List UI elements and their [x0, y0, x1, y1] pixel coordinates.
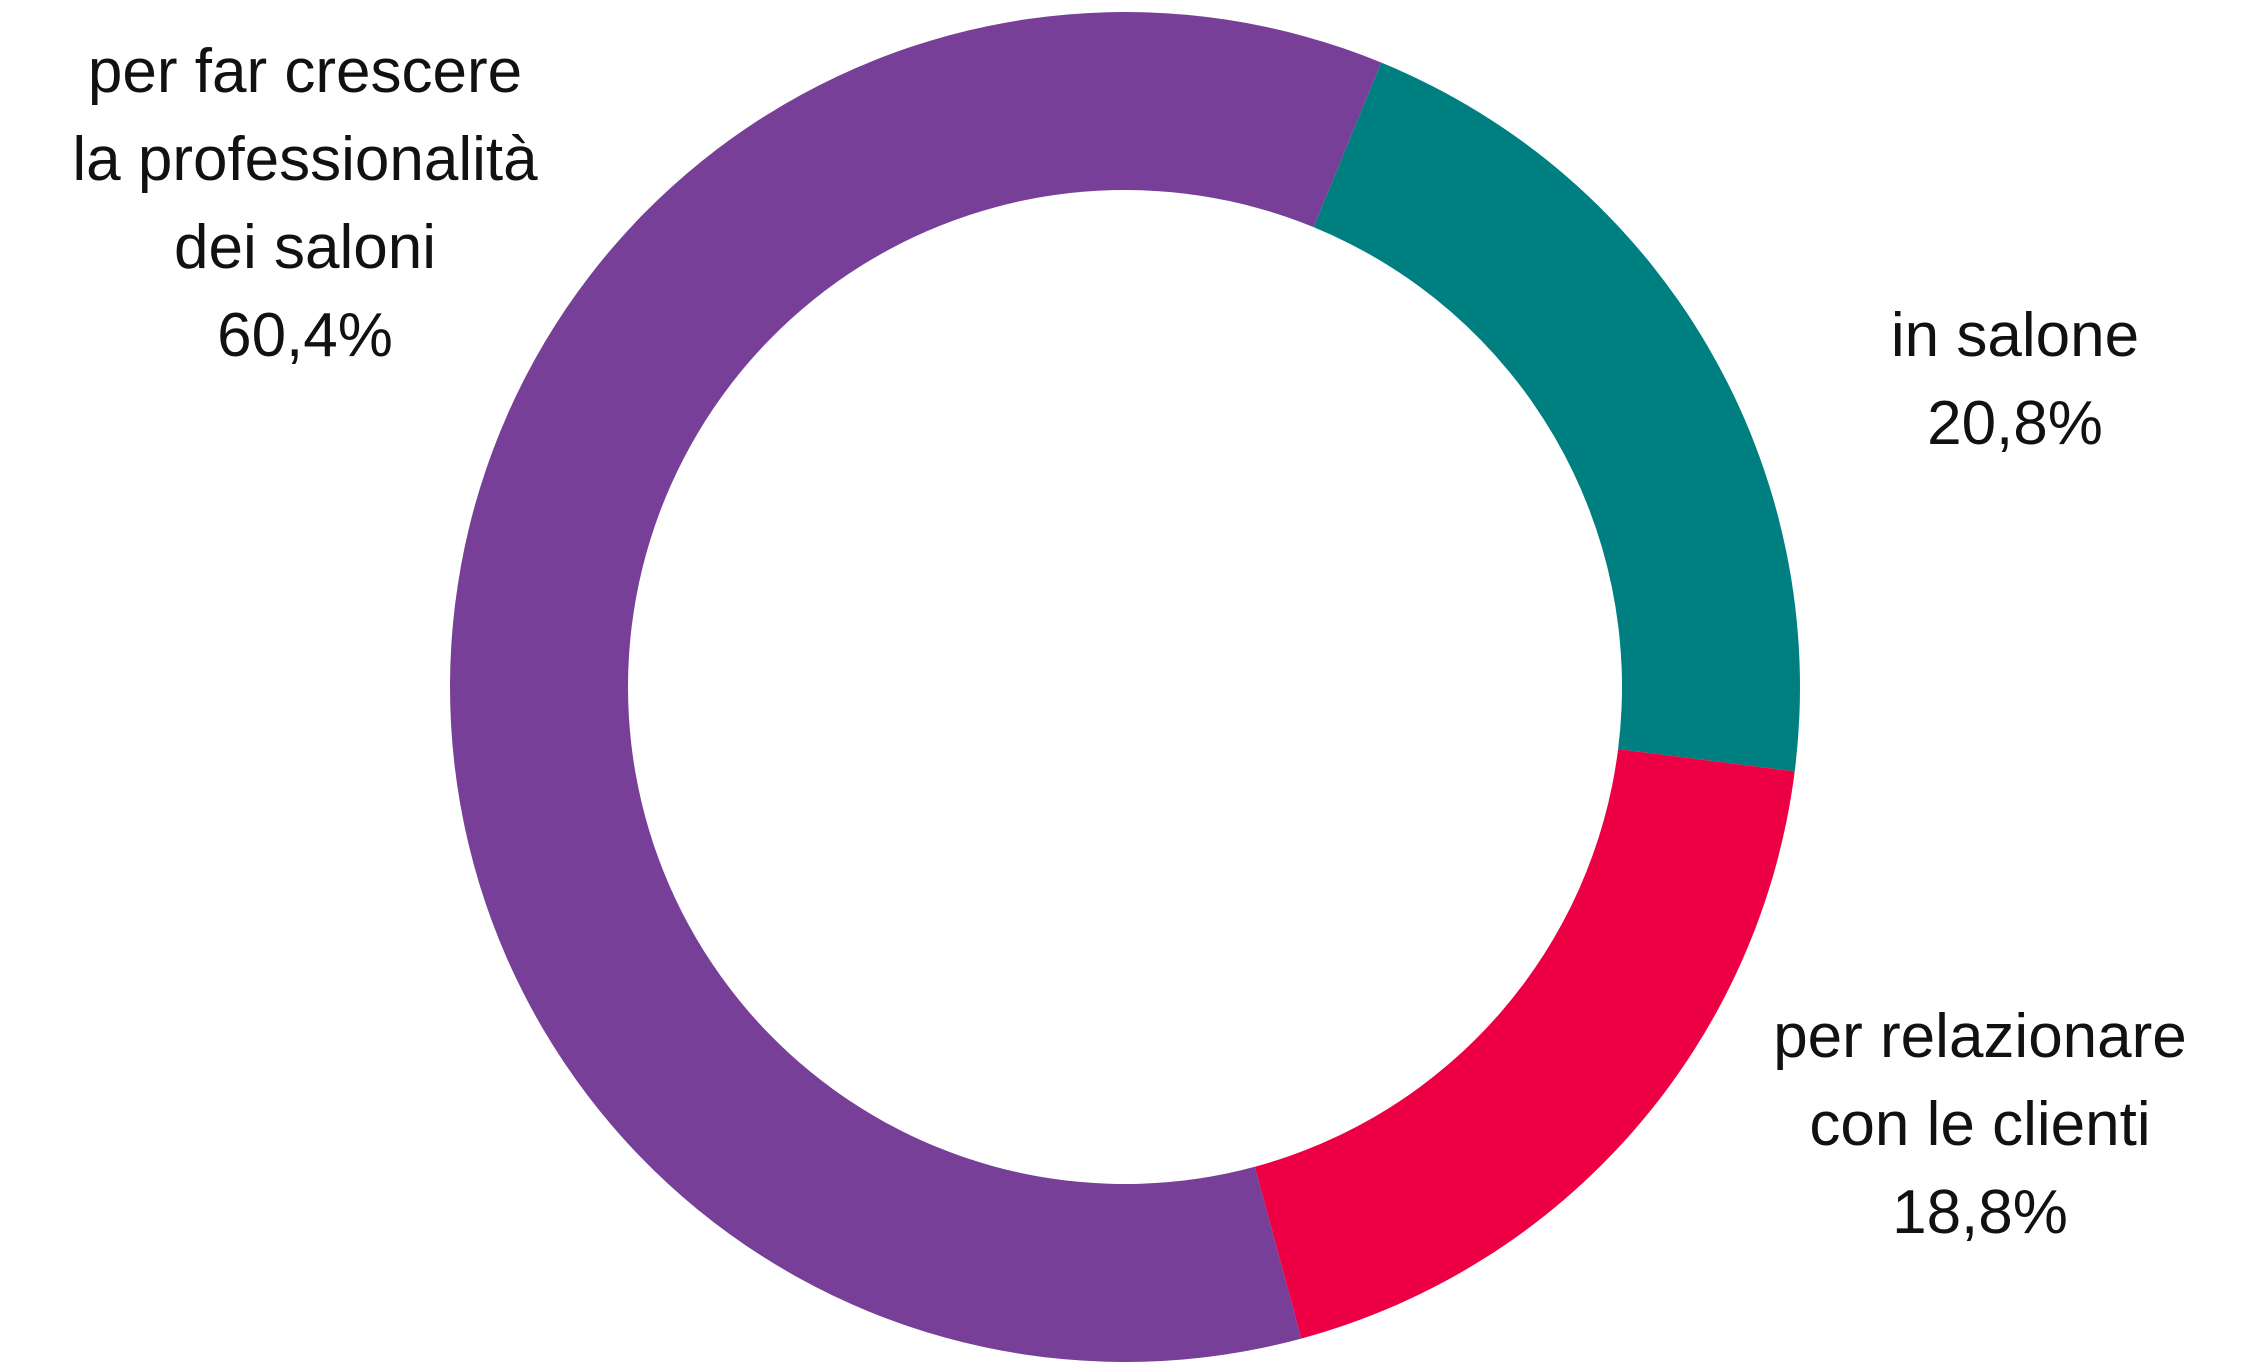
slice-label-relazionare: per relazionare con le clienti 18,8%: [1720, 993, 2240, 1257]
slice-label-line: in salone: [1890, 301, 2140, 370]
slice-value-label: 60,4%: [217, 301, 393, 370]
slice-label-line: dei saloni: [174, 213, 436, 282]
slice-label-in-salone: in salone 20,8%: [1790, 292, 2240, 468]
donut-slice-1: [1313, 62, 1800, 772]
slice-value-label: 20,8%: [1927, 389, 2103, 458]
slice-label-line: per relazionare: [1773, 1002, 2187, 1071]
slice-label-line: con le clienti: [1809, 1090, 2151, 1159]
slice-value-label: 18,8%: [1892, 1178, 2068, 1247]
donut-slice-2: [1254, 749, 1795, 1339]
slice-label-line: per far crescere: [87, 37, 523, 106]
slice-label-professionalita: per far crescere la professionalità dei …: [0, 28, 610, 380]
donut-slices: [450, 11, 1800, 1362]
donut-slice-0: [450, 11, 1382, 1362]
slice-label-line: la professionalità: [72, 125, 538, 194]
